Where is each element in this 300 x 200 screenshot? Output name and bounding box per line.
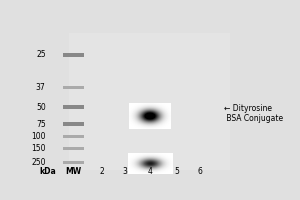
Bar <box>63 86 84 89</box>
Bar <box>63 161 84 164</box>
Text: 2: 2 <box>99 167 104 176</box>
Text: kDa: kDa <box>40 167 57 176</box>
Text: 75: 75 <box>36 120 46 129</box>
Text: ← Dityrosine
 BSA Conjugate: ← Dityrosine BSA Conjugate <box>224 104 283 123</box>
Text: 150: 150 <box>31 144 46 153</box>
Text: 25: 25 <box>36 50 46 59</box>
Text: 6: 6 <box>198 167 203 176</box>
Text: 3: 3 <box>122 167 127 176</box>
Text: 50: 50 <box>36 103 46 112</box>
Text: 37: 37 <box>36 83 46 92</box>
Text: MW: MW <box>65 167 82 176</box>
Bar <box>63 53 84 57</box>
Bar <box>63 122 84 126</box>
Bar <box>63 147 84 150</box>
Text: 100: 100 <box>31 132 46 141</box>
Text: 5: 5 <box>175 167 179 176</box>
Text: 4: 4 <box>148 167 153 176</box>
Text: 250: 250 <box>31 158 46 167</box>
Bar <box>69 33 230 170</box>
Bar <box>63 135 84 138</box>
Bar <box>63 105 84 109</box>
